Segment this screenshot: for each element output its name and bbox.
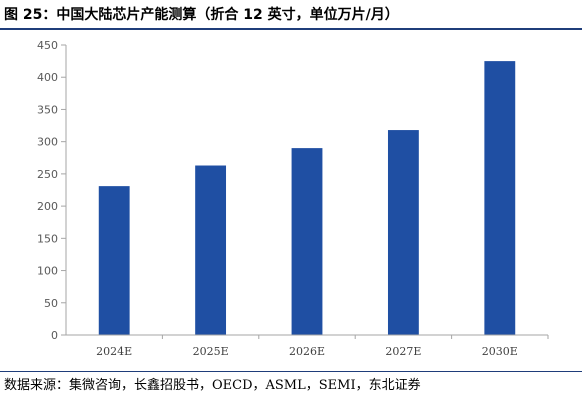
y-tick-label: 400 [37, 71, 58, 84]
y-tick-label: 0 [51, 329, 58, 342]
bar [195, 165, 227, 335]
bar [387, 130, 419, 335]
y-tick-label: 50 [44, 297, 58, 310]
source-rule [0, 371, 582, 372]
bar [98, 186, 130, 335]
title-rule [0, 28, 582, 30]
source-note: 数据来源：集微咨询，长鑫招股书，OECD，ASML，SEMI，东北证券 [4, 378, 421, 393]
bar [291, 148, 323, 335]
x-tick-label: 2025E [193, 345, 229, 358]
y-tick-label: 200 [37, 200, 58, 213]
y-tick-label: 250 [37, 168, 58, 181]
x-tick-label: 2026E [289, 345, 325, 358]
x-tick-label: 2024E [96, 345, 132, 358]
y-tick-label: 350 [37, 103, 58, 116]
bars [98, 61, 516, 335]
figure-title: 图 25：中国大陆芯片产能测算（折合 12 英寸，单位万片/月） [4, 7, 399, 23]
x-tick-label: 2027E [385, 345, 421, 358]
x-tick-label: 2030E [482, 345, 518, 358]
y-tick-label: 150 [37, 232, 58, 245]
y-tick-label: 450 [37, 39, 58, 52]
y-tick-label: 300 [37, 136, 58, 149]
x-axis: 2024E 2025E 2026E 2027E 2030E [66, 334, 549, 358]
bar [484, 61, 516, 335]
y-axis: 0 50 100 150 200 250 300 350 400 450 [37, 39, 67, 342]
y-tick-label: 100 [37, 265, 58, 278]
